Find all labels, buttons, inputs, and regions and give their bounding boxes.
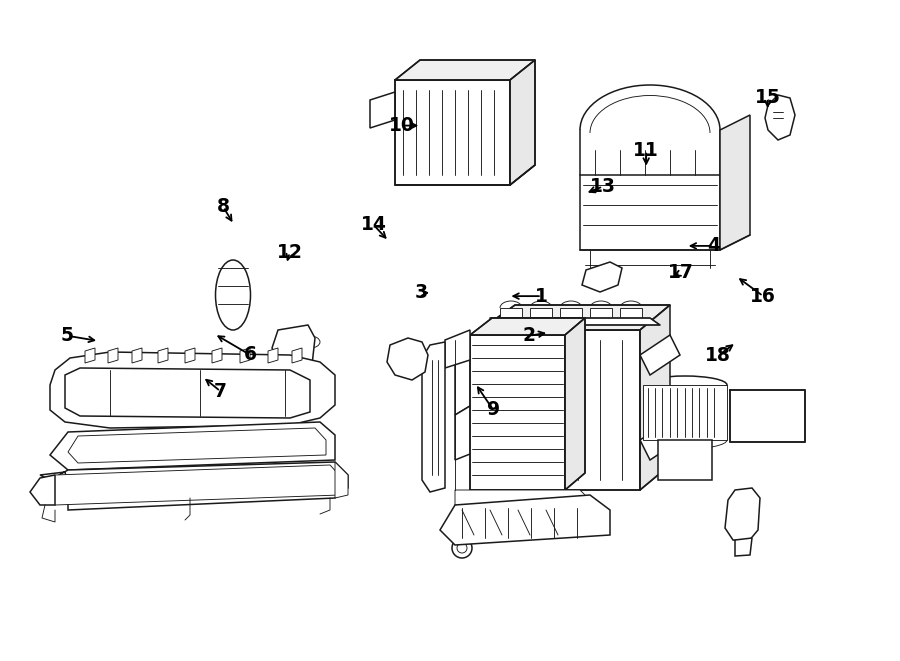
Polygon shape — [620, 308, 642, 322]
Polygon shape — [335, 462, 348, 498]
Polygon shape — [65, 368, 310, 418]
Polygon shape — [212, 348, 222, 363]
Polygon shape — [395, 60, 535, 80]
Polygon shape — [50, 352, 335, 428]
Polygon shape — [68, 428, 326, 463]
Text: 11: 11 — [634, 141, 659, 160]
Bar — [730, 390, 805, 442]
Text: 12: 12 — [277, 243, 302, 262]
Polygon shape — [590, 308, 612, 322]
Text: 10: 10 — [390, 116, 415, 135]
Polygon shape — [387, 338, 428, 380]
Text: 5: 5 — [61, 327, 74, 345]
Polygon shape — [640, 420, 680, 460]
Text: 8: 8 — [217, 198, 230, 216]
Polygon shape — [658, 440, 712, 480]
Polygon shape — [470, 335, 565, 490]
Polygon shape — [490, 318, 660, 325]
Polygon shape — [530, 308, 552, 322]
Polygon shape — [85, 348, 95, 363]
Polygon shape — [565, 318, 585, 490]
Ellipse shape — [215, 260, 250, 330]
Polygon shape — [272, 325, 315, 368]
Polygon shape — [510, 60, 535, 185]
Polygon shape — [40, 462, 348, 510]
Polygon shape — [470, 318, 585, 335]
Polygon shape — [480, 305, 670, 330]
Polygon shape — [580, 175, 720, 250]
Text: 9: 9 — [487, 401, 500, 419]
Polygon shape — [185, 348, 195, 363]
Polygon shape — [50, 422, 335, 470]
Polygon shape — [395, 80, 510, 185]
Polygon shape — [45, 465, 340, 505]
Polygon shape — [240, 348, 250, 363]
Polygon shape — [445, 330, 470, 368]
Polygon shape — [268, 348, 278, 363]
Circle shape — [404, 353, 412, 361]
Polygon shape — [765, 95, 795, 140]
Polygon shape — [643, 385, 727, 440]
Polygon shape — [500, 308, 522, 322]
Polygon shape — [370, 92, 395, 128]
Text: 4: 4 — [707, 237, 720, 255]
Text: 7: 7 — [214, 382, 227, 401]
Polygon shape — [440, 495, 610, 545]
Polygon shape — [132, 348, 142, 363]
Text: 17: 17 — [668, 264, 693, 282]
Text: 15: 15 — [755, 89, 780, 107]
Text: 1: 1 — [536, 287, 548, 305]
Polygon shape — [640, 305, 670, 490]
Polygon shape — [720, 115, 750, 250]
Text: 16: 16 — [751, 287, 776, 305]
Polygon shape — [455, 400, 480, 460]
Polygon shape — [480, 330, 640, 490]
Polygon shape — [640, 335, 680, 375]
Text: 6: 6 — [244, 346, 256, 364]
Ellipse shape — [643, 431, 727, 449]
Polygon shape — [455, 340, 480, 415]
Text: 14: 14 — [361, 215, 386, 234]
Polygon shape — [582, 262, 622, 292]
Polygon shape — [292, 348, 302, 363]
Text: 13: 13 — [590, 177, 616, 196]
Polygon shape — [560, 308, 582, 322]
Text: 2: 2 — [523, 327, 536, 345]
Polygon shape — [30, 475, 55, 505]
Polygon shape — [455, 490, 590, 505]
Text: 3: 3 — [415, 284, 428, 302]
Polygon shape — [422, 342, 445, 492]
Polygon shape — [725, 488, 760, 542]
Polygon shape — [735, 538, 752, 556]
Polygon shape — [108, 348, 118, 363]
Polygon shape — [158, 348, 168, 363]
Ellipse shape — [300, 336, 320, 348]
Text: 18: 18 — [706, 346, 731, 365]
Ellipse shape — [643, 376, 727, 394]
